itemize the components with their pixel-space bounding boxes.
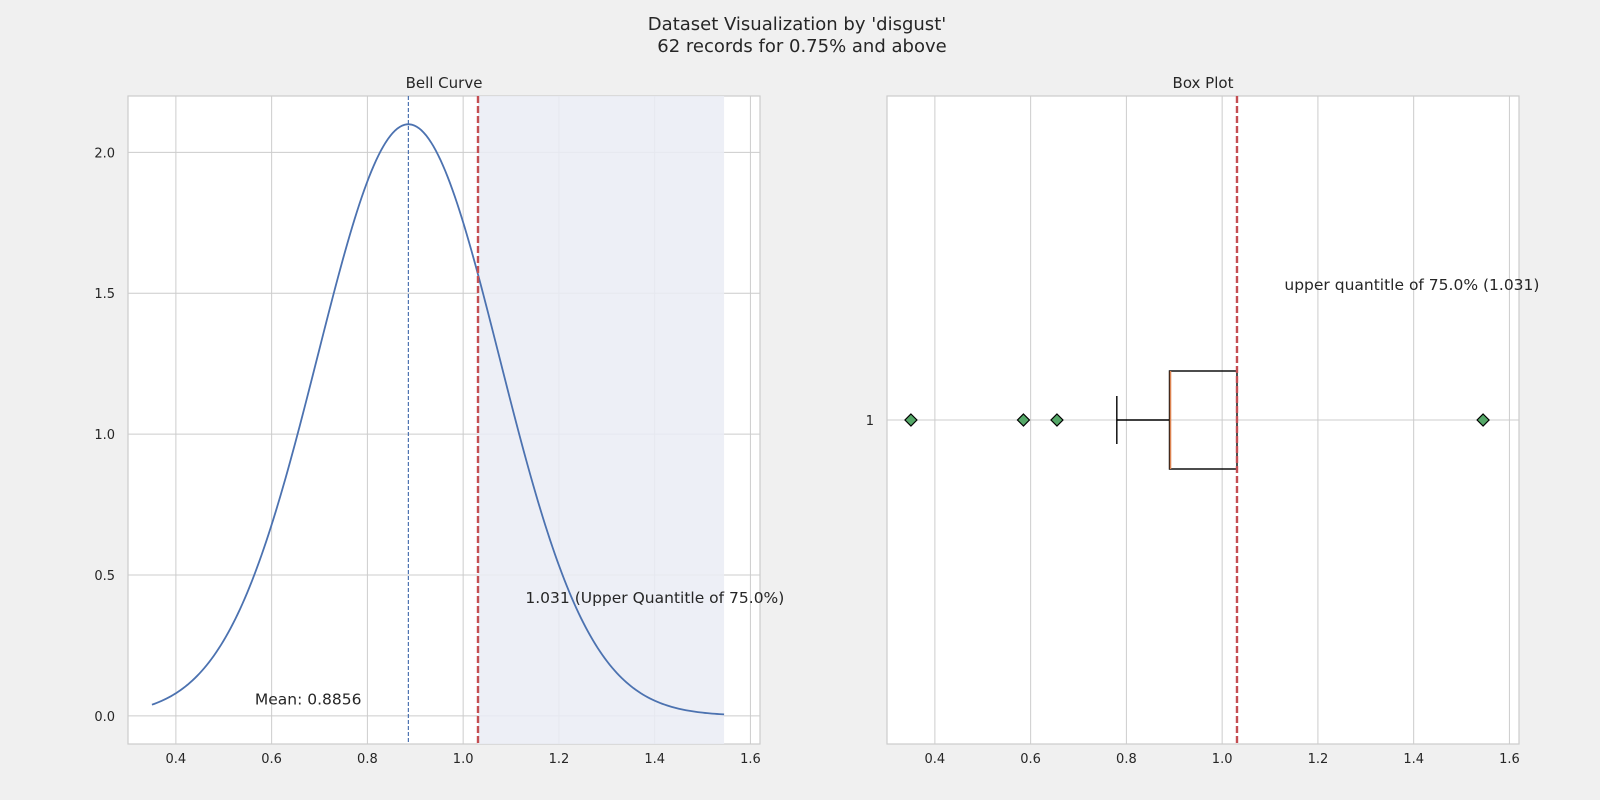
bell-x-tick-label: 0.4 — [166, 752, 187, 767]
figure-title: Dataset Visualization by 'disgust' — [648, 14, 946, 35]
box-x-tick-label: 0.6 — [1020, 752, 1041, 767]
bell-x-tick-label: 1.0 — [453, 752, 474, 767]
bell-y-tick-label: 0.0 — [94, 710, 115, 725]
box-x-tick-label: 1.2 — [1308, 752, 1329, 767]
box-x-tick-label: 1.4 — [1403, 752, 1424, 767]
bell-y-tick-label: 1.5 — [94, 287, 115, 302]
bell-y-tick-label: 1.0 — [94, 428, 115, 443]
outlier-point — [1016, 413, 1031, 427]
quantile-annotation: 1.031 (Upper Quantitle of 75.0%) — [525, 589, 784, 607]
outlier-point — [904, 413, 918, 427]
bell-x-tick-label: 1.4 — [644, 752, 665, 767]
bell-x-tick-label: 1.2 — [549, 752, 570, 767]
outlier-point — [1050, 413, 1064, 427]
upper-quantile-shade — [477, 96, 725, 744]
box-x-tick-label: 0.4 — [925, 752, 946, 767]
box-plot-x-ticks: 0.4 0.6 0.8 1.0 1.2 1.4 1.6 — [925, 752, 1520, 767]
box-x-tick-label: 0.8 — [1116, 752, 1137, 767]
box-x-tick-label: 1.0 — [1212, 752, 1233, 767]
quantile-annotation: upper quantitle of 75.0% (1.031) — [1284, 276, 1539, 294]
outlier-points — [904, 413, 1490, 427]
box-plot-panel: Box Plot 0.4 0.6 0.8 1.0 1.2 1.4 1.6 1 upper q… — [866, 74, 1540, 767]
box-plot-title: Box Plot — [1173, 74, 1234, 92]
bell-x-tick-label: 1.6 — [740, 752, 761, 767]
bell-curve-title: Bell Curve — [406, 74, 483, 92]
outlier-point — [1476, 413, 1490, 427]
bell-x-tick-label: 0.8 — [357, 752, 378, 767]
bell-y-tick-label: 0.5 — [94, 569, 115, 584]
box-x-tick-label: 1.6 — [1499, 752, 1520, 767]
box-plot-y-tick-label: 1 — [866, 414, 874, 429]
bell-curve-panel: Bell Curve 0.4 0.6 0.8 1.0 1.2 1.4 1.6 0.0 0.5 1… — [94, 74, 784, 767]
bell-curve-x-ticks: 0.4 0.6 0.8 1.0 1.2 1.4 1.6 — [166, 752, 761, 767]
bell-curve-y-ticks: 0.0 0.5 1.0 1.5 2.0 — [94, 146, 115, 724]
mean-annotation: Mean: 0.8856 — [255, 691, 362, 709]
bell-y-tick-label: 2.0 — [94, 146, 115, 161]
figure-subtitle: 62 records for 0.75% and above — [657, 36, 946, 57]
bell-x-tick-label: 0.6 — [261, 752, 282, 767]
bell-curve-line — [151, 123, 725, 716]
